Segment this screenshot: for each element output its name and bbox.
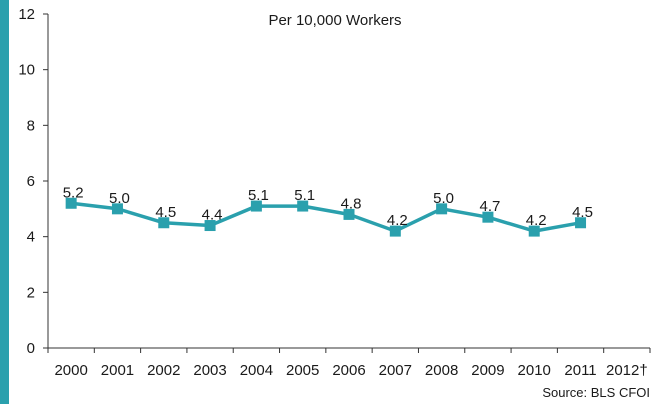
data-point <box>482 211 494 223</box>
x-tick-label: 2001 <box>101 362 134 379</box>
x-tick-label: 2007 <box>379 362 412 379</box>
data-label: 4.5 <box>155 204 176 221</box>
y-tick-label: 10 <box>18 62 35 79</box>
data-point <box>343 208 355 220</box>
y-tick-label: 2 <box>27 284 35 301</box>
data-label: 4.2 <box>387 212 408 229</box>
accent-bar <box>0 0 9 404</box>
data-label: 4.8 <box>341 195 362 212</box>
y-tick-label: 8 <box>27 117 35 134</box>
x-tick-label: 2003 <box>193 362 226 379</box>
x-tick-label: 2009 <box>471 362 504 379</box>
y-tick-labels: 0 2 4 6 8 10 12 <box>18 6 48 357</box>
source-note: Source: BLS CFOI <box>542 385 650 400</box>
x-tick-label: 2006 <box>332 362 365 379</box>
data-point <box>575 217 587 229</box>
x-tick-label: 2002 <box>147 362 180 379</box>
series-line <box>70 201 581 233</box>
data-label: 5.1 <box>294 187 315 204</box>
y-tick-label: 4 <box>27 229 35 246</box>
x-tick-label: 2004 <box>240 362 273 379</box>
x-tick-label: 2005 <box>286 362 319 379</box>
axes <box>47 14 650 349</box>
x-tick-label: 2000 <box>54 362 87 379</box>
chart-title: Per 10,000 Workers <box>268 12 401 29</box>
data-point <box>65 197 77 209</box>
x-tick-label: 2010 <box>518 362 551 379</box>
data-point <box>204 220 216 232</box>
x-tick-label: 2008 <box>425 362 458 379</box>
data-point <box>389 225 401 237</box>
data-labels: 5.2 5.0 4.5 4.4 5.1 5.1 4.8 4.2 5.0 4.7 4.2 4.5 <box>63 184 593 229</box>
data-point <box>528 225 540 237</box>
data-label: 4.4 <box>202 207 223 224</box>
data-label: 5.2 <box>63 184 84 201</box>
data-label: 4.7 <box>479 198 500 215</box>
data-point <box>436 203 448 215</box>
data-label: 5.0 <box>433 190 454 207</box>
data-point <box>297 200 309 212</box>
x-tick-labels: 2000 2001 2002 2003 2004 2005 2006 2007 2008 2009… <box>47 348 651 379</box>
y-tick-label: 6 <box>27 173 35 190</box>
y-tick-label: 0 <box>27 340 35 357</box>
data-point <box>250 200 262 212</box>
data-label: 5.1 <box>248 187 269 204</box>
data-point <box>111 203 123 215</box>
x-tick-label: 2012† <box>606 362 648 379</box>
data-label: 5.0 <box>109 190 130 207</box>
data-label: 4.2 <box>526 212 547 229</box>
data-point <box>158 217 170 229</box>
data-label: 4.5 <box>572 204 593 221</box>
series <box>65 197 587 237</box>
x-tick-label: 2011 <box>564 362 596 379</box>
y-tick-label: 12 <box>18 6 35 23</box>
